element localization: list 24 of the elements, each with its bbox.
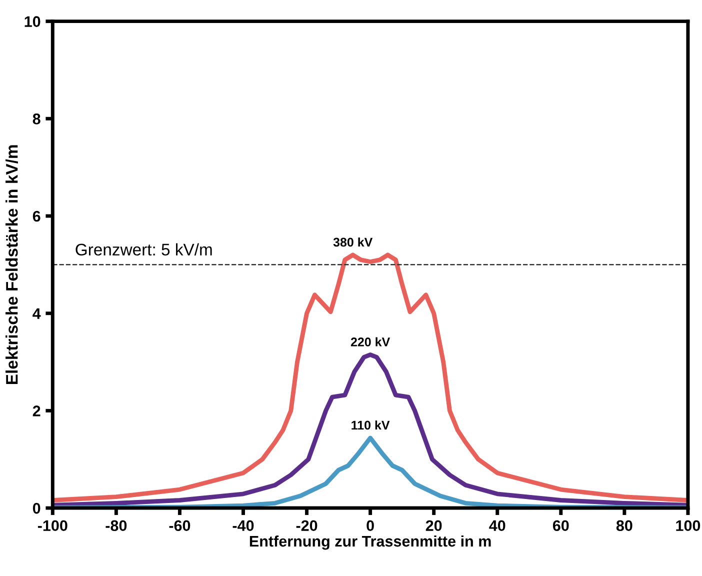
- x-tick-label: -80: [106, 520, 127, 532]
- x-tick-label: -40: [232, 520, 254, 532]
- series-label: 220 kV: [350, 337, 390, 346]
- x-tick-label: 20: [426, 520, 442, 532]
- x-tick-label: 0: [366, 520, 374, 532]
- series-label: 380 kV: [333, 237, 373, 247]
- x-tick-label: 60: [552, 520, 569, 532]
- y-tick-label: 0: [32, 502, 40, 514]
- x-tick-label: -100: [38, 520, 68, 532]
- line-series: [52, 352, 688, 508]
- x-tick-label: 100: [676, 520, 700, 532]
- y-tick-label: 10: [24, 16, 40, 27]
- y-tick-label: 6: [32, 210, 40, 222]
- x-axis-title: Entfernung zur Trassenmitte in m: [250, 535, 491, 550]
- series-label: 110 kV: [352, 420, 390, 430]
- ref-line-label: Grenzwert: 5 kV/m: [76, 243, 212, 256]
- x-tick-label: -60: [169, 520, 190, 532]
- x-tick-label: 80: [616, 520, 632, 532]
- y-tick-label: 2: [32, 406, 40, 416]
- y-axis-title: Elektrische Feldstärke in kV/m: [6, 145, 18, 384]
- x-tick-label: 40: [489, 520, 506, 532]
- y-tick-label: 4: [32, 308, 41, 319]
- x-tick-label: -20: [296, 520, 318, 532]
- y-tick-label: 8: [32, 114, 40, 124]
